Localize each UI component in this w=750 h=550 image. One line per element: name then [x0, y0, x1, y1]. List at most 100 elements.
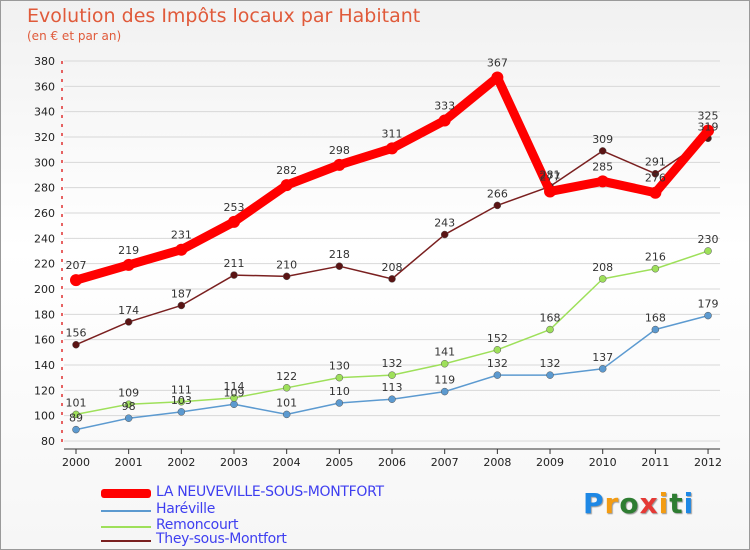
data-point [175, 243, 188, 256]
data-label: 119 [434, 374, 455, 387]
data-label: 109 [224, 386, 245, 399]
data-label: 132 [487, 357, 508, 370]
data-point [440, 359, 449, 368]
data-point [704, 247, 712, 255]
data-point [493, 371, 502, 379]
legend-item-la-neuveville: LA NEUVEVILLE-SOUS-MONTFORT [101, 484, 501, 502]
data-label: 277 [540, 170, 561, 183]
data-point [280, 179, 293, 192]
data-point [440, 230, 449, 239]
data-label: 132 [382, 357, 403, 370]
data-point [493, 346, 502, 354]
data-label: 333 [434, 100, 455, 113]
y-tick-label: 180 [34, 308, 55, 321]
y-tick-label: 340 [34, 106, 55, 119]
data-label: 101 [276, 396, 297, 409]
series-line [71, 72, 713, 285]
legend-swatch [101, 510, 151, 512]
y-tick-label: 80 [41, 435, 55, 448]
x-tick-label: 2008 [483, 456, 511, 469]
y-tick-label: 160 [34, 334, 55, 347]
chart-subtitle: (en € et par an) [27, 29, 122, 43]
data-label: 309 [592, 133, 613, 146]
y-tick-label: 220 [34, 258, 55, 271]
data-label: 130 [329, 360, 350, 373]
data-point [282, 410, 291, 419]
data-label: 282 [276, 164, 297, 177]
y-tick-label: 360 [34, 80, 55, 93]
x-tick-label: 2000 [62, 456, 90, 469]
legend-item-hareville: Haréville [101, 501, 501, 519]
data-label: 208 [592, 261, 613, 274]
data-label: 325 [698, 110, 719, 123]
logo-letter: x [639, 487, 659, 520]
data-point [598, 147, 607, 155]
data-point [335, 262, 344, 270]
data-point [388, 275, 396, 283]
data-point [651, 264, 660, 273]
y-tick-label: 260 [34, 207, 55, 220]
data-label: 101 [66, 396, 87, 409]
data-label: 253 [224, 201, 245, 214]
data-label: 218 [329, 248, 350, 261]
data-point [124, 318, 133, 326]
data-label: 298 [329, 144, 350, 157]
data-point [230, 271, 238, 279]
data-label: 291 [645, 156, 666, 169]
y-tick-label: 240 [34, 232, 55, 245]
data-point [230, 394, 238, 402]
data-label: 111 [171, 384, 192, 397]
x-tick-label: 2012 [694, 456, 722, 469]
data-label: 122 [276, 370, 297, 383]
data-point [388, 395, 396, 403]
legend-swatch [101, 540, 151, 542]
data-point [702, 124, 715, 137]
y-tick-label: 380 [34, 55, 55, 68]
data-point [72, 425, 80, 434]
data-label: 285 [592, 160, 613, 173]
logo-letter: i [658, 487, 670, 520]
y-tick-label: 120 [34, 384, 55, 397]
data-label: 168 [645, 312, 666, 325]
data-point [649, 186, 662, 199]
proxiti-logo: Proxiti [583, 487, 694, 520]
data-point [704, 311, 712, 320]
data-label: 231 [171, 229, 192, 242]
data-label: 137 [592, 351, 613, 364]
data-label: 367 [487, 56, 508, 69]
y-tick-label: 300 [34, 156, 55, 169]
data-point [491, 71, 504, 84]
data-label: 243 [434, 217, 455, 230]
y-tick-label: 200 [34, 283, 55, 296]
data-point [228, 215, 241, 228]
data-label: 211 [224, 257, 245, 270]
data-point [598, 365, 607, 373]
data-label: 103 [171, 394, 192, 407]
y-tick-label: 280 [34, 182, 55, 195]
data-point [546, 371, 554, 379]
legend-item-remoncourt: Remoncourt [101, 517, 501, 535]
data-label: 276 [645, 172, 666, 185]
x-tick-label: 2010 [589, 456, 617, 469]
data-label: 132 [540, 357, 561, 370]
data-point [335, 373, 344, 382]
data-label: 89 [69, 412, 83, 425]
data-label: 98 [122, 400, 136, 413]
data-label: 219 [118, 244, 139, 257]
legend-label: Haréville [156, 501, 216, 517]
data-point [230, 400, 238, 409]
data-label: 152 [487, 332, 508, 345]
data-point [388, 371, 396, 379]
data-label: 319 [698, 120, 719, 133]
data-point [386, 142, 399, 155]
y-tick-label: 140 [34, 359, 55, 372]
data-label: 141 [434, 346, 455, 359]
data-label: 281 [540, 168, 561, 181]
data-label: 230 [698, 233, 719, 246]
data-point [282, 384, 291, 392]
x-tick-label: 2003 [220, 456, 248, 469]
logo-letter: i [683, 487, 695, 520]
data-label: 216 [645, 251, 666, 264]
data-point [546, 325, 554, 334]
